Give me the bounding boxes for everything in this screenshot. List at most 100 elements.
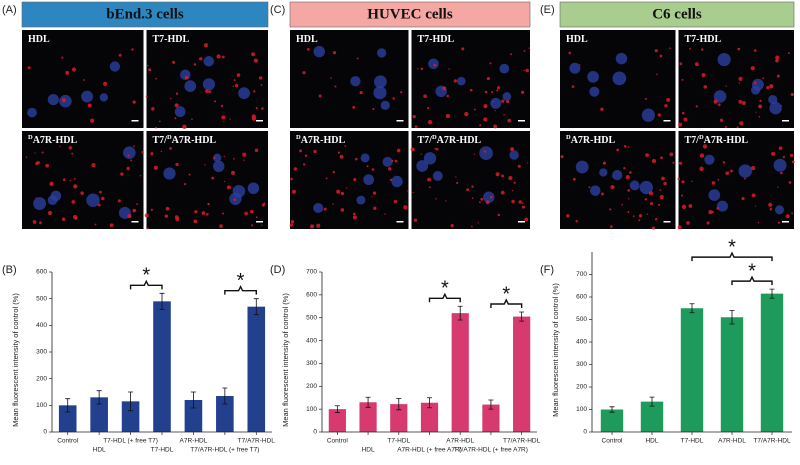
signal — [94, 223, 97, 226]
error-bar — [689, 303, 695, 314]
nucleus — [313, 202, 324, 213]
x-tick-label: T7/A7R-HDL — [503, 438, 541, 445]
label-part: A7R-HDL — [172, 135, 217, 146]
signal — [34, 152, 36, 154]
signal — [194, 210, 198, 214]
signal — [427, 177, 432, 182]
nucleus — [350, 76, 361, 87]
signal — [155, 126, 157, 129]
signal — [572, 177, 576, 181]
signal — [208, 90, 212, 94]
signal — [371, 168, 375, 171]
signal — [174, 103, 179, 108]
signal — [651, 159, 657, 164]
signal — [703, 85, 708, 89]
signal — [791, 212, 793, 215]
signal — [777, 186, 779, 188]
error-bar — [334, 405, 340, 413]
signal — [403, 205, 408, 210]
nucleus — [569, 62, 581, 74]
signal — [169, 97, 172, 100]
signal — [199, 57, 203, 61]
bar — [600, 409, 624, 432]
x-tick-label: HDL — [93, 447, 106, 454]
x-tick-label: T7-HDL — [151, 447, 174, 454]
signal — [172, 60, 176, 64]
label-part: T7/ — [418, 135, 433, 146]
signal — [730, 169, 733, 173]
nucleus — [589, 86, 600, 97]
signal — [600, 107, 604, 111]
signal — [571, 85, 575, 88]
axes — [51, 272, 272, 433]
significance: * — [748, 260, 756, 282]
signal — [391, 159, 394, 162]
signal — [453, 79, 457, 83]
signal — [412, 191, 414, 194]
signal — [318, 94, 322, 98]
y-axis-label: Mean fluorescent intensity of control (%… — [11, 293, 20, 427]
nucleus — [612, 71, 627, 86]
scale-bar — [131, 221, 139, 223]
signal — [484, 107, 487, 109]
nucleus — [202, 78, 215, 91]
signal — [127, 154, 130, 157]
signal — [672, 161, 675, 164]
signal — [150, 208, 154, 211]
signal — [214, 100, 217, 103]
x-tick-label: A7R-HDL — [446, 438, 474, 445]
signal — [394, 159, 398, 163]
micrograph — [290, 131, 409, 229]
scale-bar — [663, 120, 671, 122]
signal — [610, 185, 615, 190]
scale-bar — [256, 120, 263, 122]
signal — [420, 67, 424, 71]
signal — [575, 220, 578, 223]
error-bar — [519, 311, 525, 322]
signal — [677, 225, 682, 230]
signal — [291, 189, 297, 194]
signal — [427, 107, 430, 110]
signal — [359, 90, 363, 95]
signal — [45, 163, 50, 168]
nucleus — [416, 160, 429, 172]
signal — [629, 171, 632, 174]
signal — [413, 218, 418, 222]
signal — [751, 193, 756, 198]
signal — [701, 48, 704, 51]
signal — [221, 212, 224, 215]
x-tick-label: T7/A7R-HDL (+ free A7R) — [454, 447, 528, 454]
nucleus — [363, 174, 375, 186]
signal — [442, 86, 447, 91]
signal — [496, 89, 499, 92]
panel-header — [289, 1, 531, 28]
signal — [758, 115, 761, 118]
x-tick-label: A7R-HDL (+ free A7R) — [397, 447, 462, 454]
error-bar — [222, 387, 228, 405]
signal — [738, 82, 740, 84]
signal — [175, 162, 179, 167]
signal — [353, 178, 357, 182]
signal — [521, 205, 525, 209]
y-tick-label: 700 — [306, 269, 317, 276]
nucleus — [713, 90, 727, 103]
signal — [91, 163, 96, 168]
signal — [59, 145, 61, 147]
bar — [328, 409, 346, 432]
bar — [121, 401, 140, 432]
signal — [87, 103, 92, 108]
signal — [145, 95, 148, 98]
signal — [477, 222, 479, 224]
nucleus — [773, 158, 787, 172]
error-bar — [457, 305, 463, 321]
nucleus — [380, 100, 390, 110]
signal — [493, 124, 498, 129]
signal — [455, 176, 457, 178]
signal — [741, 197, 745, 201]
nucleus — [391, 175, 403, 188]
signal — [790, 92, 794, 97]
panel-header — [559, 1, 795, 28]
x-tick-label: T7/A7R-HDL — [238, 438, 276, 445]
signal — [261, 107, 264, 110]
